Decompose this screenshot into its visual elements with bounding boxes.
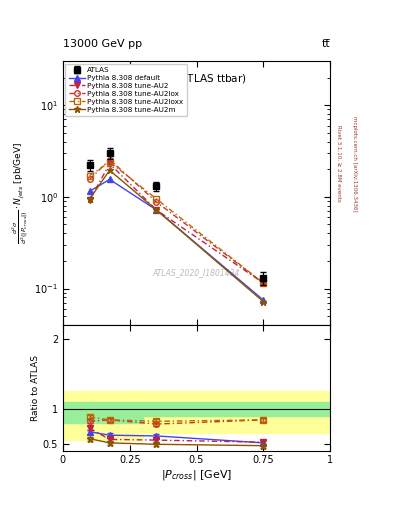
Text: Rivet 3.1.10, ≥ 2.8M events: Rivet 3.1.10, ≥ 2.8M events — [336, 125, 341, 202]
Y-axis label: Ratio to ATLAS: Ratio to ATLAS — [31, 355, 40, 421]
Text: 13000 GeV pp: 13000 GeV pp — [63, 38, 142, 49]
Y-axis label: $\frac{d^2\sigma}{d^2(|P_{cross}|)} \cdot N_{jets}$ [pb/GeV]: $\frac{d^2\sigma}{d^2(|P_{cross}|)} \cdo… — [11, 142, 31, 244]
Text: tt̅: tt̅ — [321, 38, 330, 49]
Text: $P^{t\bar{t}}_{cross}$ (ATLAS ttbar): $P^{t\bar{t}}_{cross}$ (ATLAS ttbar) — [147, 69, 246, 88]
Legend: ATLAS, Pythia 8.308 default, Pythia 8.308 tune-AU2, Pythia 8.308 tune-AU2lox, Py: ATLAS, Pythia 8.308 default, Pythia 8.30… — [65, 63, 187, 116]
Text: ATLAS_2020_I1801434: ATLAS_2020_I1801434 — [153, 268, 240, 277]
Text: mcplots.cern.ch [arXiv:1306.3436]: mcplots.cern.ch [arXiv:1306.3436] — [352, 116, 357, 211]
X-axis label: $|P_{cross}|$ [GeV]: $|P_{cross}|$ [GeV] — [161, 468, 232, 482]
